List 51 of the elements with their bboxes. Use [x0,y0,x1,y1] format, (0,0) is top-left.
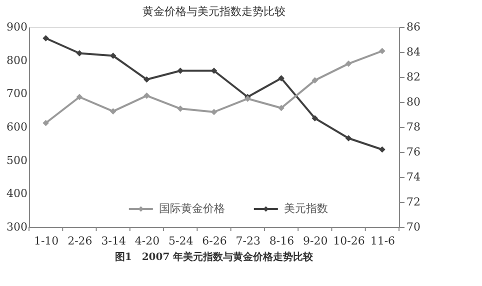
y2-tick-label: 76 [406,146,420,158]
x-tick-label: 8-16 [269,234,294,248]
y2-tick-label: 78 [406,120,420,134]
point [345,135,352,142]
caption: 图1 2007 年美元指数与黄金价格走势比较 [114,251,314,263]
point [278,104,284,112]
point [110,108,116,114]
x-tick-label: 5-24 [168,234,194,248]
y-tick-label: 400 [6,187,28,200]
x-tick-label: 7-23 [236,234,260,248]
y2-tick-label: 84 [406,46,420,58]
y2-tick-label: 82 [406,70,420,84]
point [144,76,150,83]
legend-label: 国际黄金价格 [158,202,225,215]
point [42,35,49,42]
point [177,68,184,74]
point [312,115,318,122]
point [210,108,218,116]
point [210,68,218,74]
y2-tick-label: 86 [406,20,420,34]
y2-tick-label: 80 [406,96,420,108]
point [312,77,318,84]
y-tick-label: 800 [6,54,28,67]
legend-label: 美元指数 [284,202,328,215]
point [144,92,150,99]
x-tick-label: 4-20 [134,234,160,248]
x-tick-label: 11-6 [370,234,396,248]
x-tick-label: 2-26 [68,234,92,248]
y-tick-label: 500 [6,154,28,167]
y-tick-label: 600 [6,120,28,134]
point [278,75,284,82]
x-tick-label: 1-10 [34,234,59,248]
y2-tick-label: 70 [406,220,420,234]
point [379,48,386,54]
y2-tick-label: 74 [406,170,420,184]
x-tick-label: 3-14 [101,234,126,248]
point [345,60,352,67]
point [110,52,116,59]
y-tick-label: 900 [6,20,28,34]
point [76,50,83,56]
point [177,106,184,112]
x-tick-label: 6-26 [202,234,227,248]
chart-title: 黄金价格与美元指数走势比较 [142,5,286,18]
x-tick-label: 9-20 [303,234,328,248]
point [76,94,83,100]
y-tick-label: 300 [6,220,28,234]
x-tick-label: 10-26 [333,234,365,248]
y-tick-label: 700 [6,87,28,100]
y2-tick-label: 72 [406,196,420,208]
point [379,146,386,153]
point [42,120,49,126]
